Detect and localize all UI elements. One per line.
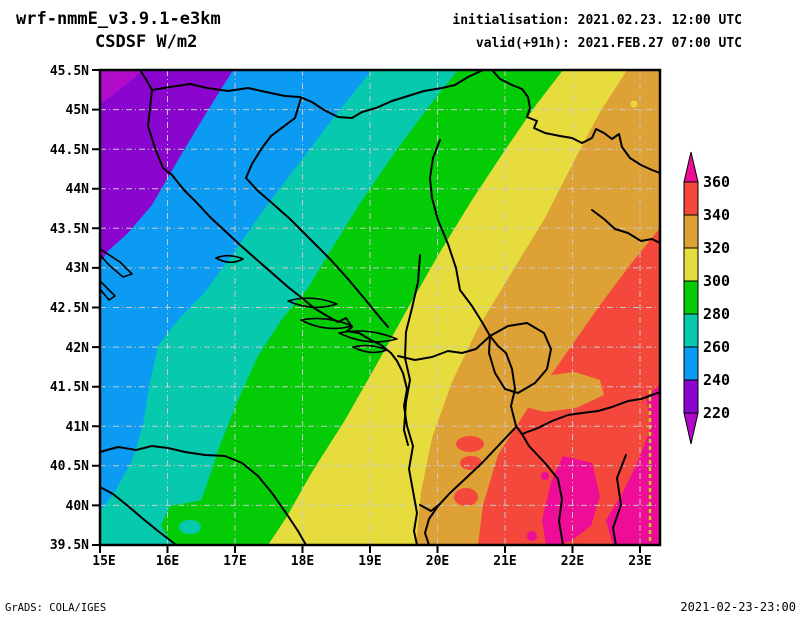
red-spot: [454, 488, 478, 506]
yellow-speck: [630, 100, 638, 108]
island: [338, 330, 398, 343]
lat-label: 41N: [66, 420, 90, 435]
colorbar-seg-220-240: [683, 379, 699, 414]
border-serbia-macedonia: [459, 289, 564, 546]
island: [287, 297, 338, 309]
header-texts: wrf-nmmE_v3.9.1-e3km CSDSF W/m2 initiali…: [16, 9, 742, 52]
generation-timestamp: 2021-02-23-23:00: [680, 600, 796, 614]
colorbar-seg-260-280: [683, 313, 699, 348]
orange-pocket-in-red: [518, 372, 604, 412]
lat-label: 43N: [66, 261, 90, 276]
colorbar-label: 280: [703, 305, 730, 323]
magenta-dot: [527, 531, 537, 541]
border-danube: [591, 209, 661, 244]
lat-label: 44N: [66, 182, 90, 197]
colorbar-label: 260: [703, 338, 730, 356]
border-kosovo: [488, 322, 552, 394]
lat-label: 40.5N: [50, 459, 89, 474]
lat-label: 42N: [66, 341, 90, 356]
teal-pocket: [179, 520, 201, 534]
border-east-vertical: [612, 454, 627, 546]
lat-label: 42.5N: [50, 301, 89, 316]
lon-gridlines: [167, 70, 641, 545]
lon-axis: 15E 16E 17E 18E 19E 20E 21E 22E 23E: [92, 545, 652, 569]
colorbar-seg-240-260: [683, 346, 699, 381]
red-spot: [456, 436, 484, 452]
model-title: wrf-nmmE_v3.9.1-e3km: [16, 9, 221, 29]
border-drina: [429, 139, 461, 291]
border-east-horizontal: [521, 391, 661, 435]
lon-label: 20E: [426, 554, 449, 569]
border-albania-inland: [403, 254, 421, 446]
green-speck: [392, 282, 398, 288]
border-hook: [419, 503, 441, 512]
island: [300, 317, 353, 330]
lat-ticks: [92, 69, 100, 546]
lon-label: 15E: [92, 554, 115, 569]
lat-label: 45.5N: [50, 64, 89, 79]
colorbar-seg-340-360: [683, 181, 699, 216]
lat-label: 39.5N: [50, 538, 89, 553]
grads-credit: GrADS: COLA/IGES: [5, 602, 106, 614]
colorbar-label: 320: [703, 239, 730, 257]
border-montenegro-north: [397, 335, 491, 361]
lon-label: 16E: [156, 554, 179, 569]
island: [352, 344, 388, 354]
magenta-dot: [541, 472, 549, 480]
lat-label: 44.5N: [50, 143, 89, 158]
border-bosnia-west: [245, 97, 389, 328]
lat-label: 41.5N: [50, 380, 89, 395]
lon-label: 22E: [561, 554, 584, 569]
lat-label: 43.5N: [50, 222, 89, 237]
lat-label: 45N: [66, 103, 90, 118]
border-north-west-segment: [151, 69, 484, 119]
initialisation-line: initialisation: 2021.02.23. 12:00 UTC: [452, 13, 742, 28]
colorbar-label: 240: [703, 371, 730, 389]
coastlines-and-borders: [99, 69, 661, 546]
colorbar-label: 300: [703, 272, 730, 290]
lon-label: 17E: [223, 554, 246, 569]
italy-tyrrhenian-coast: [99, 486, 177, 546]
colorbar-seg-280-300: [683, 280, 699, 315]
colorbar-arrow-top: [683, 151, 699, 183]
colorbar-label: 360: [703, 173, 730, 191]
colorbar-label: 220: [703, 404, 730, 422]
lon-label: 18E: [291, 554, 314, 569]
gridlines: [100, 70, 660, 545]
contour-band-below-220: [100, 70, 143, 104]
valid-line: valid(+91h): 2021.FEB.27 07:00 UTC: [476, 36, 742, 51]
red-spot: [460, 456, 482, 470]
border-north-east-segment: [491, 69, 661, 174]
border-northwest: [139, 69, 173, 176]
lon-label: 21E: [493, 554, 516, 569]
island: [215, 254, 244, 264]
colorbar: 360 340 320 300 280 260 240 220: [683, 151, 730, 445]
colorbar-seg-300-320: [683, 247, 699, 282]
lon-label: 23E: [628, 554, 651, 569]
variable-title: CSDSF W/m2: [95, 32, 197, 52]
colorbar-arrow-bottom: [683, 412, 699, 445]
footer-texts: GrADS: COLA/IGES 2021-02-23-23:00: [5, 600, 796, 614]
lat-label: 40N: [66, 499, 90, 514]
colorbar-label: 340: [703, 206, 730, 224]
lon-label: 19E: [358, 554, 381, 569]
lon-ticks: [99, 545, 641, 553]
colorbar-seg-320-340: [683, 214, 699, 249]
italy-adriatic-coast: [99, 445, 307, 546]
lat-axis: 45.5N 45N 44.5N 44N 43.5N 43N 42.5N 42N …: [50, 64, 100, 553]
border-macedonia-south: [424, 427, 516, 546]
